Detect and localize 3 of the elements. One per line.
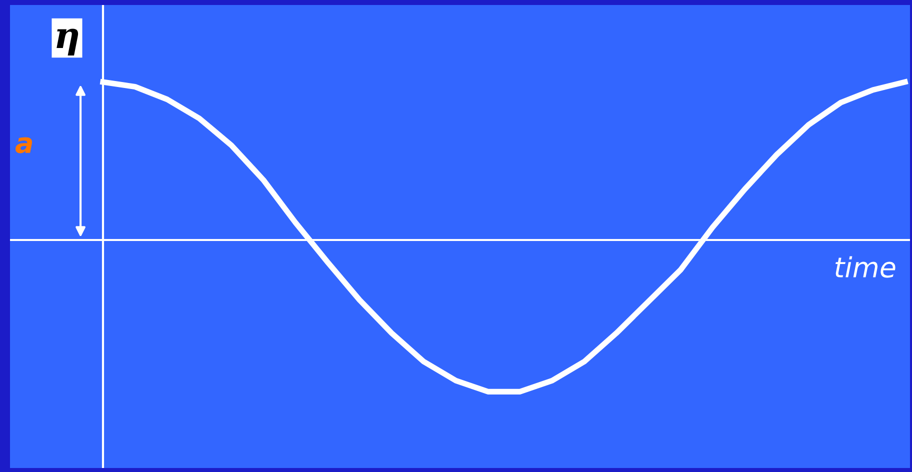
x-axis-title: time [836, 256, 896, 278]
chart-title: η [56, 28, 78, 56]
text: a [16, 137, 32, 154]
